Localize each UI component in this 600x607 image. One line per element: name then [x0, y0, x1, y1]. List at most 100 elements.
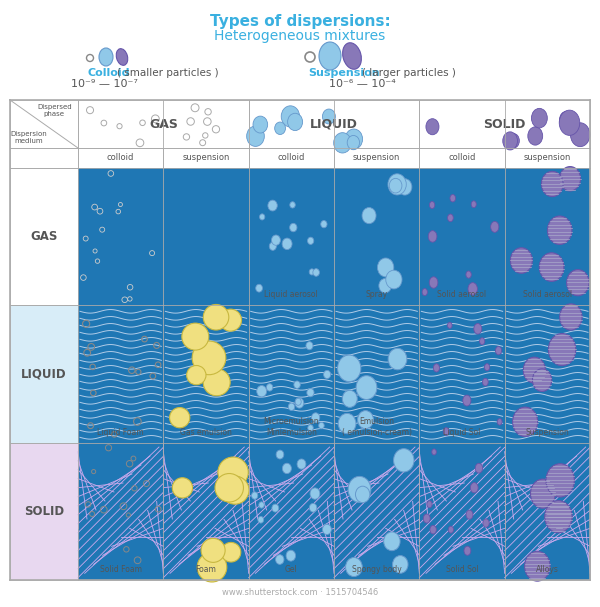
- Text: Foam: Foam: [196, 565, 217, 574]
- Text: www.shutterstock.com · 1515704546: www.shutterstock.com · 1515704546: [222, 588, 378, 597]
- Text: Solid Sol: Solid Sol: [446, 565, 478, 574]
- Text: Emulsion
( emulsion-cream): Emulsion ( emulsion-cream): [341, 417, 412, 436]
- Circle shape: [197, 552, 227, 582]
- Bar: [334, 168, 419, 305]
- Ellipse shape: [547, 216, 572, 245]
- Bar: [419, 305, 505, 443]
- Bar: [505, 443, 590, 580]
- Circle shape: [218, 457, 248, 487]
- Ellipse shape: [496, 347, 502, 354]
- Ellipse shape: [377, 258, 394, 277]
- Ellipse shape: [571, 123, 590, 147]
- Bar: [163, 305, 248, 443]
- Ellipse shape: [470, 483, 478, 493]
- Text: Gel: Gel: [285, 565, 298, 574]
- Ellipse shape: [319, 42, 341, 70]
- Ellipse shape: [448, 526, 454, 533]
- Ellipse shape: [343, 42, 361, 69]
- Ellipse shape: [346, 557, 362, 577]
- Circle shape: [203, 369, 230, 396]
- Text: SOLID: SOLID: [484, 118, 526, 131]
- Ellipse shape: [282, 238, 292, 249]
- Bar: [163, 168, 248, 305]
- Bar: [78, 443, 163, 580]
- Ellipse shape: [323, 370, 331, 379]
- Ellipse shape: [384, 532, 400, 551]
- Ellipse shape: [560, 166, 581, 191]
- Ellipse shape: [428, 231, 437, 242]
- Circle shape: [203, 305, 229, 330]
- Ellipse shape: [308, 425, 313, 431]
- Text: LIQUID: LIQUID: [21, 367, 67, 381]
- Bar: [334, 443, 419, 580]
- Bar: [419, 148, 505, 168]
- Bar: [419, 168, 505, 305]
- Bar: [248, 148, 334, 168]
- Ellipse shape: [503, 132, 517, 150]
- Ellipse shape: [468, 283, 478, 295]
- Text: Heterogeneous mixtures: Heterogeneous mixtures: [214, 29, 386, 43]
- Ellipse shape: [269, 242, 277, 250]
- Bar: [163, 168, 248, 305]
- Text: Gas emulsion: Gas emulsion: [180, 428, 232, 436]
- Ellipse shape: [259, 502, 264, 508]
- Ellipse shape: [508, 134, 520, 148]
- Bar: [10, 305, 78, 443]
- Ellipse shape: [310, 503, 317, 512]
- Bar: [78, 168, 163, 305]
- Circle shape: [172, 478, 193, 498]
- Ellipse shape: [99, 48, 113, 66]
- Ellipse shape: [306, 342, 313, 350]
- Ellipse shape: [426, 119, 439, 135]
- Ellipse shape: [322, 109, 335, 124]
- Text: GAS: GAS: [149, 118, 178, 131]
- Ellipse shape: [546, 464, 574, 497]
- Ellipse shape: [424, 514, 430, 523]
- Ellipse shape: [345, 129, 362, 149]
- Ellipse shape: [511, 248, 532, 273]
- Ellipse shape: [429, 277, 438, 288]
- Ellipse shape: [491, 222, 499, 232]
- Ellipse shape: [281, 106, 299, 127]
- Ellipse shape: [251, 492, 258, 499]
- Text: ( larger particles ): ( larger particles ): [362, 68, 456, 78]
- Bar: [334, 168, 419, 305]
- Ellipse shape: [483, 519, 489, 527]
- Text: Liquid aerosol: Liquid aerosol: [265, 290, 318, 299]
- Bar: [248, 168, 334, 305]
- Bar: [334, 305, 419, 443]
- Ellipse shape: [394, 449, 414, 472]
- Bar: [505, 168, 590, 305]
- Ellipse shape: [362, 208, 376, 224]
- Ellipse shape: [297, 459, 306, 469]
- Ellipse shape: [532, 369, 551, 392]
- Ellipse shape: [430, 526, 436, 534]
- Ellipse shape: [290, 202, 295, 208]
- Ellipse shape: [448, 214, 453, 222]
- Ellipse shape: [547, 501, 570, 528]
- Circle shape: [221, 476, 249, 504]
- Text: Dispersion
medium: Dispersion medium: [11, 131, 47, 144]
- Text: Spray: Spray: [365, 290, 388, 299]
- Text: Solid Foam: Solid Foam: [100, 565, 142, 574]
- Ellipse shape: [466, 510, 473, 519]
- Ellipse shape: [566, 270, 589, 296]
- Ellipse shape: [471, 201, 476, 208]
- Bar: [334, 148, 419, 168]
- Ellipse shape: [355, 486, 370, 503]
- Text: SOLID: SOLID: [24, 505, 64, 518]
- Ellipse shape: [276, 450, 284, 459]
- Text: 10⁻⁹ — 10⁻⁷: 10⁻⁹ — 10⁻⁷: [71, 79, 137, 89]
- Ellipse shape: [398, 178, 412, 195]
- Bar: [248, 305, 334, 443]
- Ellipse shape: [523, 357, 545, 383]
- Ellipse shape: [479, 337, 485, 345]
- Circle shape: [215, 473, 244, 502]
- Text: Liquid Sol: Liquid Sol: [443, 428, 481, 436]
- Bar: [248, 443, 334, 580]
- Bar: [505, 443, 590, 580]
- Text: colloid: colloid: [448, 154, 476, 163]
- Ellipse shape: [275, 122, 286, 135]
- Text: suspension: suspension: [182, 154, 230, 163]
- Ellipse shape: [347, 135, 359, 150]
